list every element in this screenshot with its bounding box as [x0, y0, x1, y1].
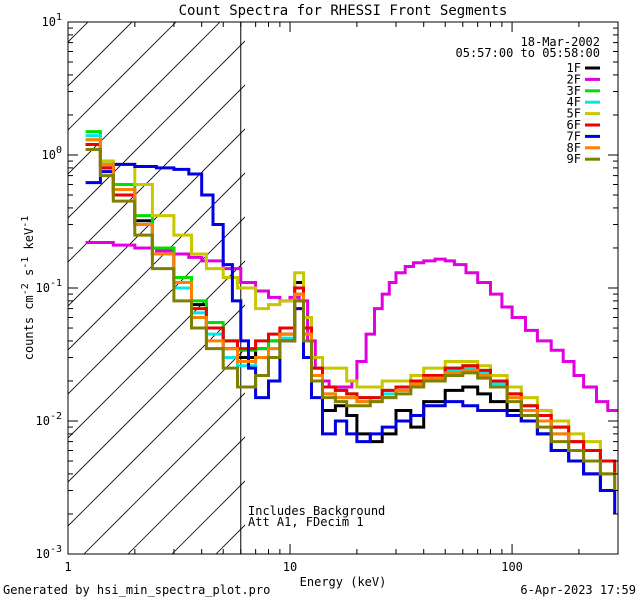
y-axis-label: counts cm-2 s-1 keV-1 — [20, 216, 36, 361]
y-tick-label: 101 — [42, 12, 62, 29]
observation-date: 18-Mar-2002 — [521, 35, 600, 49]
y-tick-label: 10-2 — [36, 411, 63, 428]
legend-label-9F: 9F — [567, 152, 581, 166]
excluded-energy-hatch — [0, 0, 640, 554]
series-1F-line — [85, 143, 615, 492]
y-tick-label: 10-1 — [36, 278, 63, 295]
hatch-line — [68, 22, 177, 131]
y-tick-label: 10-3 — [36, 544, 63, 561]
series-4F-line — [85, 134, 617, 474]
legend-label-8F: 8F — [567, 141, 581, 155]
x-tick-label: 100 — [501, 560, 523, 574]
legend-label-3F: 3F — [567, 84, 581, 98]
hatch-line — [68, 216, 245, 395]
series-8F-line — [85, 138, 617, 491]
series-3F-line — [85, 130, 617, 474]
hatch-line — [436, 0, 640, 554]
x-axis-label: Energy (keV) — [300, 575, 387, 589]
hatch-line — [68, 22, 221, 175]
series-9F-line — [85, 148, 617, 491]
series-2F-line — [85, 241, 618, 412]
attenuator-note: Att A1, FDecim 1 — [248, 515, 364, 529]
legend-label-2F: 2F — [567, 72, 581, 86]
x-tick-label: 1 — [64, 560, 71, 574]
hatch-line — [127, 436, 245, 554]
hatch-line — [83, 392, 245, 554]
legend-label-6F: 6F — [567, 118, 581, 132]
hatch-line — [68, 128, 245, 307]
legend-label-4F: 4F — [567, 95, 581, 109]
legend-label-7F: 7F — [567, 129, 581, 143]
background-note: Includes Background — [248, 504, 385, 518]
chart-title: Count Spectra for RHESSI Front Segments — [179, 3, 508, 19]
hatch-line — [68, 40, 245, 219]
series-layer — [85, 130, 618, 514]
generated-date-footer: 6-Apr-2023 17:59 — [520, 583, 636, 597]
observation-time-range: 05:57:00 to 05:58:00 — [456, 46, 601, 60]
plot-frame — [67, 21, 619, 555]
series-6F-line — [85, 143, 617, 474]
hatch-line — [304, 0, 640, 554]
hatch-line — [68, 22, 133, 87]
hatch-line — [68, 260, 245, 439]
legend-label-1F: 1F — [567, 61, 581, 75]
hatch-line — [392, 0, 640, 554]
y-tick-label: 100 — [42, 145, 62, 162]
legend-label-5F: 5F — [567, 107, 581, 121]
hatch-line — [348, 0, 640, 554]
hatch-line — [0, 0, 112, 554]
generated-by-footer: Generated by hsi_min_spectra_plot.pro — [3, 583, 270, 597]
hatch-line — [68, 348, 245, 527]
x-tick-label: 10 — [283, 560, 297, 574]
axis-ticks: 1 10 100 10-3 10-2 10-1 100 101 — [36, 12, 619, 574]
hatch-line — [68, 304, 245, 483]
hatch-line — [68, 84, 245, 263]
series-5F-line — [85, 138, 617, 474]
